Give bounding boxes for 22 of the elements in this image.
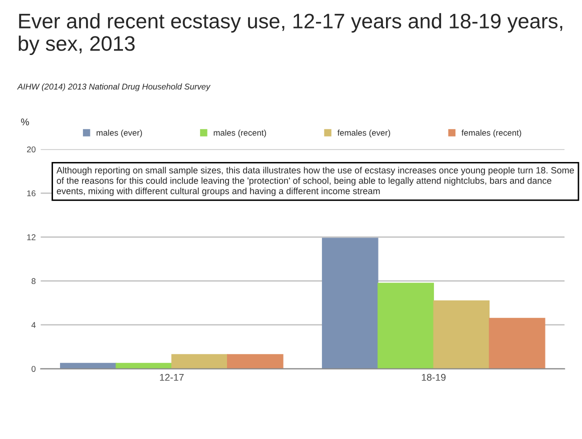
y-tick-label: 4 (31, 322, 36, 328)
legend-label: females (recent) (462, 130, 522, 138)
legend-label: females (ever) (337, 130, 390, 138)
annotation: Although reporting on small sample sizes, this data illustrates how the use of ecstasy increases once young people turn 18. Some of the reasons for this could include leaving the 'protection' of school, being able to legally attend nightclubs, bars and dance events, mixing with different cultural groups and having a different income stream (56, 166, 574, 196)
legend-label: males (ever) (96, 130, 142, 138)
y-tick-label: 16 (27, 190, 36, 196)
chart-title: Ever and recent ecstasy use, 12-17 years and 18-19 years, by sex, 2013 (18, 13, 562, 56)
bar (171, 354, 228, 369)
y-tick-label: 0 (32, 366, 36, 372)
bar (488, 318, 546, 369)
y-tick-label: 12 (27, 234, 36, 240)
y-tick-label: 8 (32, 278, 36, 284)
y-tick-label: 20 (27, 146, 36, 152)
x-tick-label: 18-19 (422, 374, 446, 381)
legend-label: males (recent) (214, 130, 266, 138)
y-axis-title: % (21, 118, 29, 126)
chart-subtitle: AIHW (2014) 2013 National Drug Household Survey (17, 83, 211, 92)
bar (378, 282, 434, 369)
bar (322, 238, 378, 369)
x-tick-label: 12-17 (160, 374, 184, 381)
bar (433, 300, 490, 369)
bar (226, 354, 284, 369)
